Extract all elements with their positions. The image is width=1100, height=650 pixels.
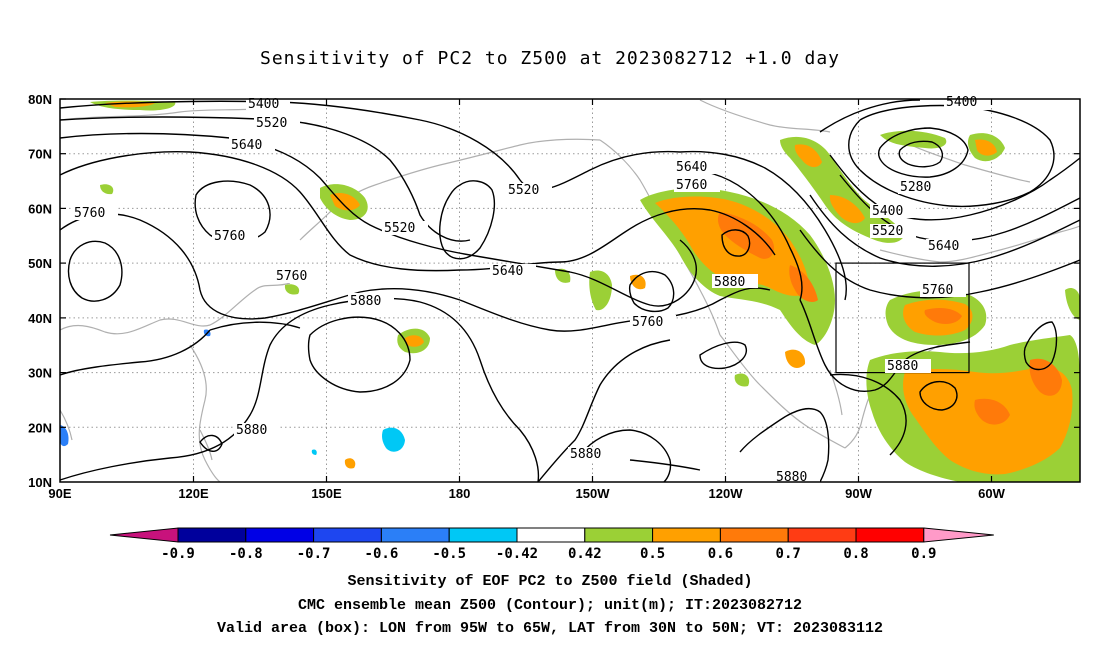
colorbar-swatch: [855, 527, 925, 543]
lon-label: 60W: [978, 486, 1005, 501]
contour-label: 5400: [248, 97, 279, 112]
colorbar-label: -0.42: [496, 546, 538, 562]
colorbar-label: -0.8: [229, 546, 263, 562]
colorbar-label: 0.5: [640, 546, 665, 562]
colorbar-swatch: [652, 527, 721, 543]
lon-label: 90W: [845, 486, 872, 501]
colorbar-swatch: [787, 527, 857, 543]
contour-label: 5280: [900, 180, 931, 195]
contour-label: 5760: [214, 229, 245, 244]
lat-label: 20N: [28, 420, 52, 435]
colorbar-swatch: [177, 527, 247, 543]
negative-shading: [60, 329, 405, 455]
lon-label: 150W: [576, 486, 611, 501]
contour-label: 5880: [570, 447, 601, 462]
colorbar-swatch: [313, 527, 382, 543]
colorbar-swatch: [380, 527, 450, 543]
colorbar-label: 0.9: [911, 546, 936, 562]
contour-label: 5640: [928, 239, 959, 254]
colorbar-label: 0.8: [843, 546, 868, 562]
map-frame: [59, 98, 1081, 483]
colorbar-label: -0.6: [365, 546, 399, 562]
contour-label: 5520: [508, 183, 539, 198]
contour-label: 5640: [231, 138, 262, 153]
lon-label: 180: [449, 486, 471, 501]
lon-label: 120E: [178, 486, 209, 501]
contour-label: 5520: [256, 116, 287, 131]
lat-label: 80N: [28, 92, 52, 107]
colorbar-label: 0.7: [776, 546, 801, 562]
lon-label: 120W: [709, 486, 744, 501]
contour-label: 5520: [384, 221, 415, 236]
colorbar-swatch: [516, 527, 586, 543]
lon-label: 90E: [48, 486, 71, 501]
caption-line-3: Valid area (box): LON from 95W to 65W, L…: [216, 620, 884, 637]
contour-label: 5880: [714, 275, 745, 290]
colorbar-label: -0.7: [297, 546, 331, 562]
colorbar-label: -0.5: [432, 546, 466, 562]
caption-line-1: Sensitivity of EOF PC2 to Z500 field (Sh…: [347, 573, 753, 590]
lat-label: 30N: [28, 366, 52, 381]
colorbar-swatch: [584, 527, 654, 543]
colorbar-label: 0.42: [568, 546, 602, 562]
contour-label: 5520: [872, 224, 903, 239]
lat-label: 70N: [28, 147, 52, 162]
lat-label: 40N: [28, 311, 52, 326]
colorbar: -0.9 -0.8 -0.7 -0.6 -0.5 -0.42 0.42 0.5 0.6 0.7 0.…: [109, 527, 994, 562]
contour-label: 5880: [887, 359, 918, 374]
contour-label: 5760: [676, 178, 707, 193]
latitude-labels: 80N 70N 60N 50N 40N 30N 20N 10N: [28, 92, 52, 490]
colorbar-label: -0.9: [161, 546, 195, 562]
contour-label: 5880: [350, 294, 381, 309]
map-title: Sensitivity of PC2 to Z500 at 2023082712…: [259, 48, 840, 69]
lon-label: 150E: [311, 486, 342, 501]
colorbar-swatch: [448, 527, 518, 543]
contour-label: 5400: [946, 95, 977, 110]
colorbar-swatch: [719, 527, 789, 543]
caption-line-2: CMC ensemble mean Z500 (Contour); unit(m…: [297, 597, 803, 614]
colorbar-swatch: [245, 527, 315, 543]
contour-label: 5640: [492, 264, 523, 279]
contour-label: 5640: [676, 160, 707, 175]
tick-marks: [60, 98, 1080, 482]
contour-label: 5760: [74, 206, 105, 221]
colorbar-end-left: [109, 527, 179, 543]
colorbar-label: 0.6: [708, 546, 733, 562]
colorbar-end-right: [923, 527, 994, 543]
contour-label: 5880: [236, 423, 267, 438]
longitude-labels: 90E 120E 150E 180 150W 120W 90W 60W: [48, 486, 1005, 501]
contour-label: 5760: [922, 283, 953, 298]
lat-label: 50N: [28, 256, 52, 271]
contour-labels: 5400 5520 5640 5760 5760 5760 5520 5520 …: [72, 95, 990, 485]
contour-label: 5400: [872, 204, 903, 219]
lat-label: 60N: [28, 201, 52, 216]
lat-label: 10N: [28, 475, 52, 490]
grid-lines: [59, 99, 1080, 482]
contour-label: 5760: [276, 269, 307, 284]
contour-label: 5760: [632, 315, 663, 330]
